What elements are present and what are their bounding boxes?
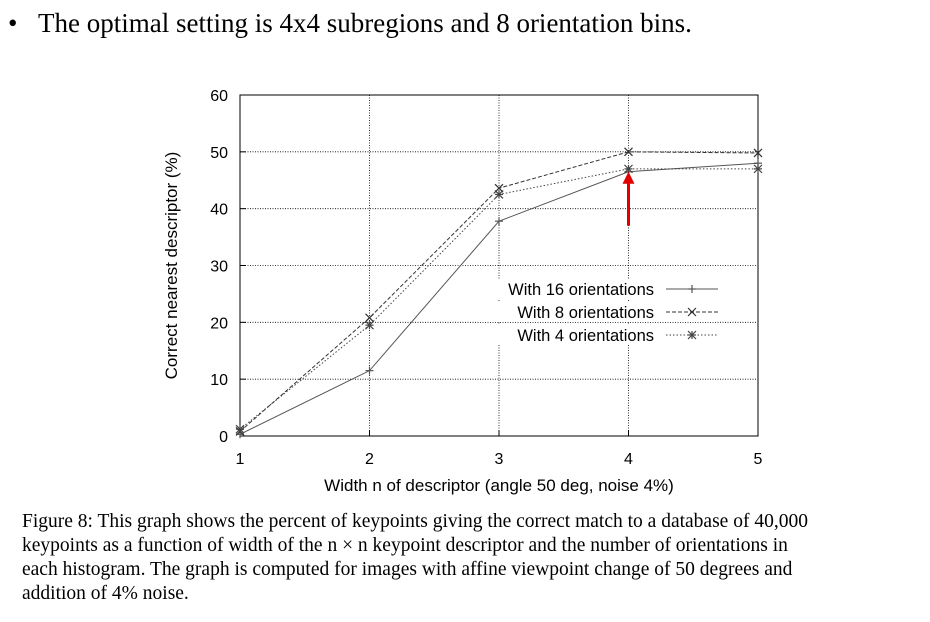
caption-line: keypoints as a function of width of the … [22,535,788,556]
x-tick-label: 4 [624,451,633,468]
series-point [235,424,245,434]
caption-line: Figure 8: This graph shows the percent o… [22,511,808,532]
figure-caption: Figure 8: This graph shows the percent o… [22,510,922,606]
series-point [365,320,374,330]
arrow-head [622,171,635,184]
series-point [494,183,504,193]
legend-background [478,325,716,345]
legend-entry-label: With 16 orientations [508,281,654,299]
y-tick-label: 30 [210,259,228,276]
series-3 [235,164,763,434]
axis-ticks: 0 10 20 30 40 50 60 1 2 3 4 5 [210,88,762,468]
caption-line: addition of 4% noise. [22,583,189,604]
legend-entry-label: With 4 orientations [517,327,654,345]
bullet-text: The optimal setting is 4x4 subregions an… [38,8,692,38]
series-layer [235,147,763,439]
series-point [365,313,374,323]
y-tick-label: 0 [219,429,228,446]
red-arrow-annotation [622,171,635,226]
x-tick-label: 5 [754,451,763,468]
y-tick-label: 50 [210,145,228,162]
series-point [365,366,374,375]
legend-background [478,279,716,299]
y-tick-label: 60 [210,88,228,105]
series-point [494,190,504,199]
series-point [624,164,633,174]
y-tick-label: 40 [210,202,228,219]
chart-grid [240,95,758,436]
y-tick-label: 20 [210,315,228,332]
x-tick-label: 1 [236,451,245,468]
legend-entry-label: With 8 orientations [517,304,654,322]
legend-background [478,302,716,322]
series-point [753,164,763,174]
x-tick-label: 2 [365,451,374,468]
caption-line: each histogram. The graph is computed fo… [22,559,793,580]
series-point [624,147,633,157]
series-point [753,148,763,158]
legend-marker [688,285,696,293]
legend-marker [687,307,697,317]
bullet-glyph: • [8,8,18,38]
x-axis-label: Width n of descriptor (angle 50 deg, noi… [324,476,674,495]
slide-bullet-point: • The optimal setting is 4x4 subregions a… [8,8,692,39]
x-tick-label: 3 [495,451,504,468]
legend-marker [687,330,697,340]
legend: With 16 orientations With 8 orientations W… [478,279,718,345]
series-point [495,217,503,226]
y-axis-label: Correct nearest descriptor (%) [162,152,181,380]
y-tick-label: 10 [210,372,228,389]
